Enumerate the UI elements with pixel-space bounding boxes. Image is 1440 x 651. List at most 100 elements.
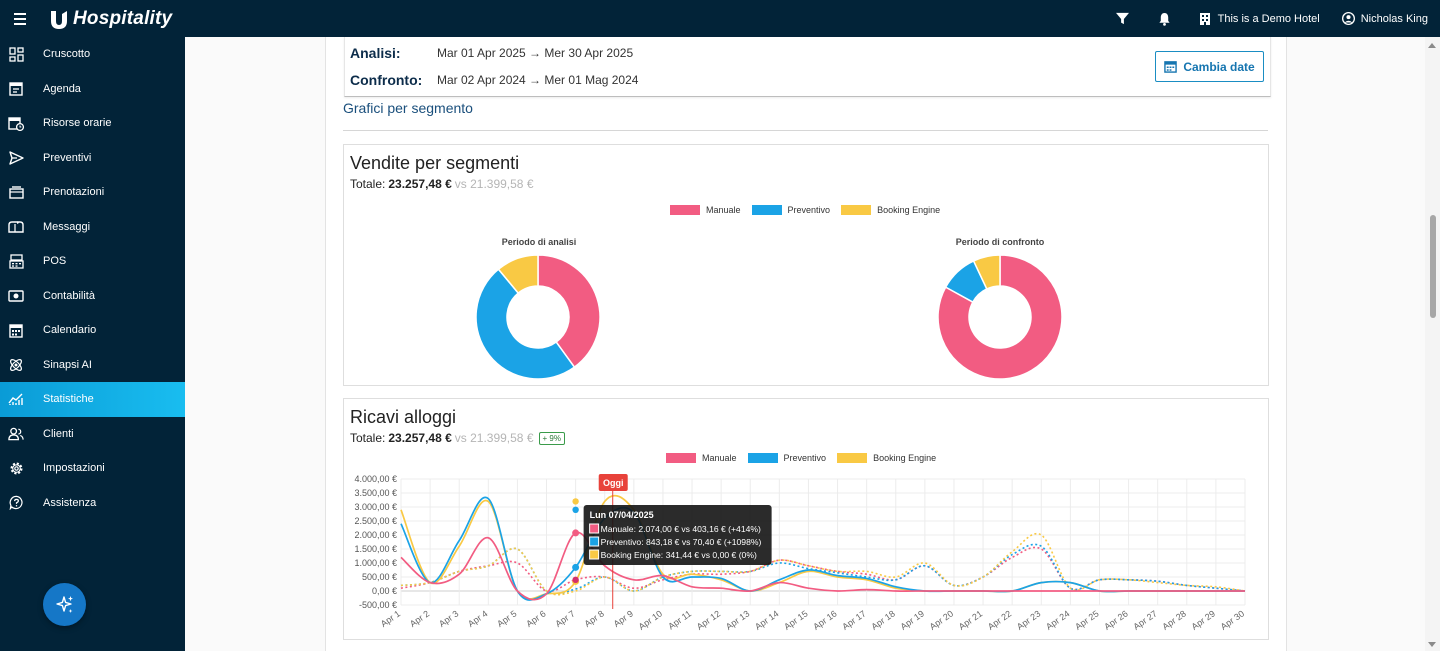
hover-point[interactable] — [572, 529, 580, 537]
revenue-total-compare: vs 21.399,58 € — [454, 431, 534, 445]
analysis-range: Mar 01 Apr 2025 → Mer 30 Apr 2025 — [437, 46, 634, 60]
legend-item-booking-engine[interactable]: Booking Engine — [841, 205, 940, 215]
sales-by-segment-card: Vendite per segmenti Totale: 23.257,48 €… — [343, 144, 1269, 386]
x-tick-label: Apr 6 — [524, 608, 547, 629]
x-tick-label: Apr 27 — [1131, 608, 1158, 631]
legend-item-booking-engine[interactable]: Booking Engine — [837, 453, 936, 463]
y-tick-label: 3.000,00 € — [354, 502, 397, 512]
x-tick-label: Apr 1 — [379, 608, 402, 629]
sidebar-item-messaggi[interactable]: Messaggi — [0, 210, 185, 245]
sidebar-item-statistiche[interactable]: Statistiche — [0, 382, 185, 417]
brand-name: Hospitality — [73, 7, 173, 29]
x-tick-label: Apr 2 — [408, 608, 431, 629]
scroll-up-arrow[interactable] — [1428, 43, 1436, 48]
x-tick-label: Apr 17 — [840, 608, 867, 631]
sidebar-item-calendario[interactable]: Calendario — [0, 313, 185, 348]
sidebar-item-assistenza[interactable]: Assistenza — [0, 486, 185, 521]
sidebar-item-label: Calendario — [43, 324, 97, 337]
legend-item-manuale[interactable]: Manuale — [670, 205, 741, 215]
hover-point[interactable] — [572, 506, 579, 513]
x-tick-label: Apr 24 — [1044, 608, 1071, 631]
donut-slice-booking-engine[interactable] — [497, 254, 539, 295]
x-tick-label: Apr 5 — [495, 608, 518, 629]
sidebar-item-clienti[interactable]: Clienti — [0, 417, 185, 452]
donut-slice-manuale[interactable] — [937, 254, 1063, 380]
hover-point[interactable] — [572, 498, 579, 505]
change-dates-button[interactable]: Cambia date — [1155, 51, 1264, 82]
sidebar-item-preventivi[interactable]: Preventivi — [0, 141, 185, 176]
y-tick-label: 500,00 € — [362, 572, 397, 582]
x-tick-label: Apr 18 — [869, 608, 896, 631]
room-revenue-card: Ricavi alloggi Totale: 23.257,48 € vs 21… — [343, 398, 1269, 640]
sales-legend: Manuale Preventivo Booking Engine — [670, 205, 951, 215]
y-tick-label: 0,00 € — [372, 586, 397, 596]
user-name: Nicholas King — [1360, 12, 1428, 25]
line-series-preventivo-confronto[interactable] — [400, 543, 1246, 595]
donut-compare-title: Periodo di confronto — [955, 237, 1045, 247]
sidebar-item-risorse-orarie[interactable]: Risorse orarie — [0, 106, 185, 141]
sidebar-item-prenotazioni[interactable]: Prenotazioni — [0, 175, 185, 210]
atom-icon — [8, 357, 24, 373]
x-tick-label: Apr 23 — [1015, 608, 1042, 631]
sidebar-item-sinapsi-ai[interactable]: Sinapsi AI — [0, 348, 185, 383]
brand-logo[interactable]: Hospitality — [48, 8, 172, 30]
x-tick-label: Apr 29 — [1190, 608, 1217, 631]
sidebar-item-label: POS — [43, 255, 67, 268]
legend-item-preventivo[interactable]: Preventivo — [751, 205, 831, 215]
content-panel: Analisi: Mar 01 Apr 2025 → Mer 30 Apr 20… — [325, 37, 1287, 651]
scrollbar-thumb[interactable] — [1430, 215, 1436, 318]
tooltip-swatch — [589, 536, 600, 547]
hover-point[interactable] — [572, 563, 580, 571]
sidebar-item-impostazioni[interactable]: Impostazioni — [0, 451, 185, 486]
legend-label: Manuale — [706, 205, 741, 215]
x-tick-label: Apr 25 — [1073, 608, 1100, 631]
sales-total-value: 23.257,48 € — [388, 177, 452, 191]
x-tick-label: Apr 7 — [553, 608, 576, 629]
legend-label: Preventivo — [787, 205, 831, 215]
x-tick-label: Apr 28 — [1160, 608, 1187, 631]
revenue-card-title: Ricavi alloggi — [350, 407, 457, 427]
x-tick-label: Apr 12 — [695, 608, 722, 631]
x-tick-label: Apr 3 — [437, 608, 460, 629]
legend-label: Booking Engine — [873, 453, 937, 463]
sidebar-item-contabilità[interactable]: Contabilità — [0, 279, 185, 314]
sidebar-item-label: Risorse orarie — [43, 117, 112, 130]
tooltip-title: Lun 07/04/2025 — [590, 510, 654, 520]
donut-slice-manuale[interactable] — [537, 254, 601, 369]
x-tick-label: Apr 11 — [666, 608, 693, 631]
hover-point[interactable] — [572, 576, 579, 583]
sidebar-item-label: Preventivi — [43, 151, 92, 164]
sidebar-item-label: Assistenza — [43, 496, 97, 509]
tooltip-line: Preventivo: 843,18 € vs 70,40 € (+1098%) — [601, 537, 762, 547]
donut-slice-booking-engine[interactable] — [972, 254, 1001, 290]
sales-total-label: Totale: — [350, 177, 386, 191]
ai-assistant-button[interactable] — [43, 583, 86, 626]
donut-slice-preventivo[interactable] — [475, 268, 576, 380]
legend-item-manuale[interactable]: Manuale — [666, 453, 737, 463]
main-area: Analisi: Mar 01 Apr 2025 → Mer 30 Apr 20… — [185, 37, 1425, 651]
scroll-down-arrow[interactable] — [1428, 642, 1436, 647]
donut-analysis-title: Periodo di analisi — [501, 237, 577, 247]
legend-item-preventivo[interactable]: Preventivo — [747, 453, 826, 463]
sidebar-item-cruscotto[interactable]: Cruscotto — [0, 37, 185, 72]
revenue-line-chart[interactable]: 4.000,00 € 3.500,00 € 3.000,00 € 2.500,00 €… — [344, 469, 1268, 639]
filter-icon[interactable] — [1115, 11, 1131, 27]
menu-toggle-button[interactable] — [14, 6, 40, 32]
y-tick-label: 2.000,00 € — [354, 530, 397, 540]
y-tick-label: 4.000,00 € — [354, 474, 397, 484]
chart-tooltip — [583, 505, 772, 565]
line-series-booking-engine-confronto[interactable] — [400, 532, 1246, 596]
page-scrollbar[interactable] — [1425, 37, 1440, 651]
x-tick-label: Apr 13 — [724, 608, 751, 631]
revenue-total-label: Totale: — [350, 431, 386, 445]
section-title: Grafici per segmento — [343, 100, 473, 116]
sidebar-item-agenda[interactable]: Agenda — [0, 72, 185, 107]
notifications-bell-icon[interactable] — [1157, 11, 1173, 27]
hotel-selector[interactable]: This is a Demo Hotel — [1199, 12, 1320, 25]
send-icon — [8, 150, 24, 166]
line-series-manuale[interactable] — [400, 531, 1245, 601]
sidebar-item-pos[interactable]: POS — [0, 244, 185, 279]
line-series-booking-engine[interactable] — [400, 494, 1245, 600]
user-menu[interactable]: Nicholas King — [1341, 12, 1428, 25]
x-tick-label: Apr 10 — [637, 608, 664, 631]
